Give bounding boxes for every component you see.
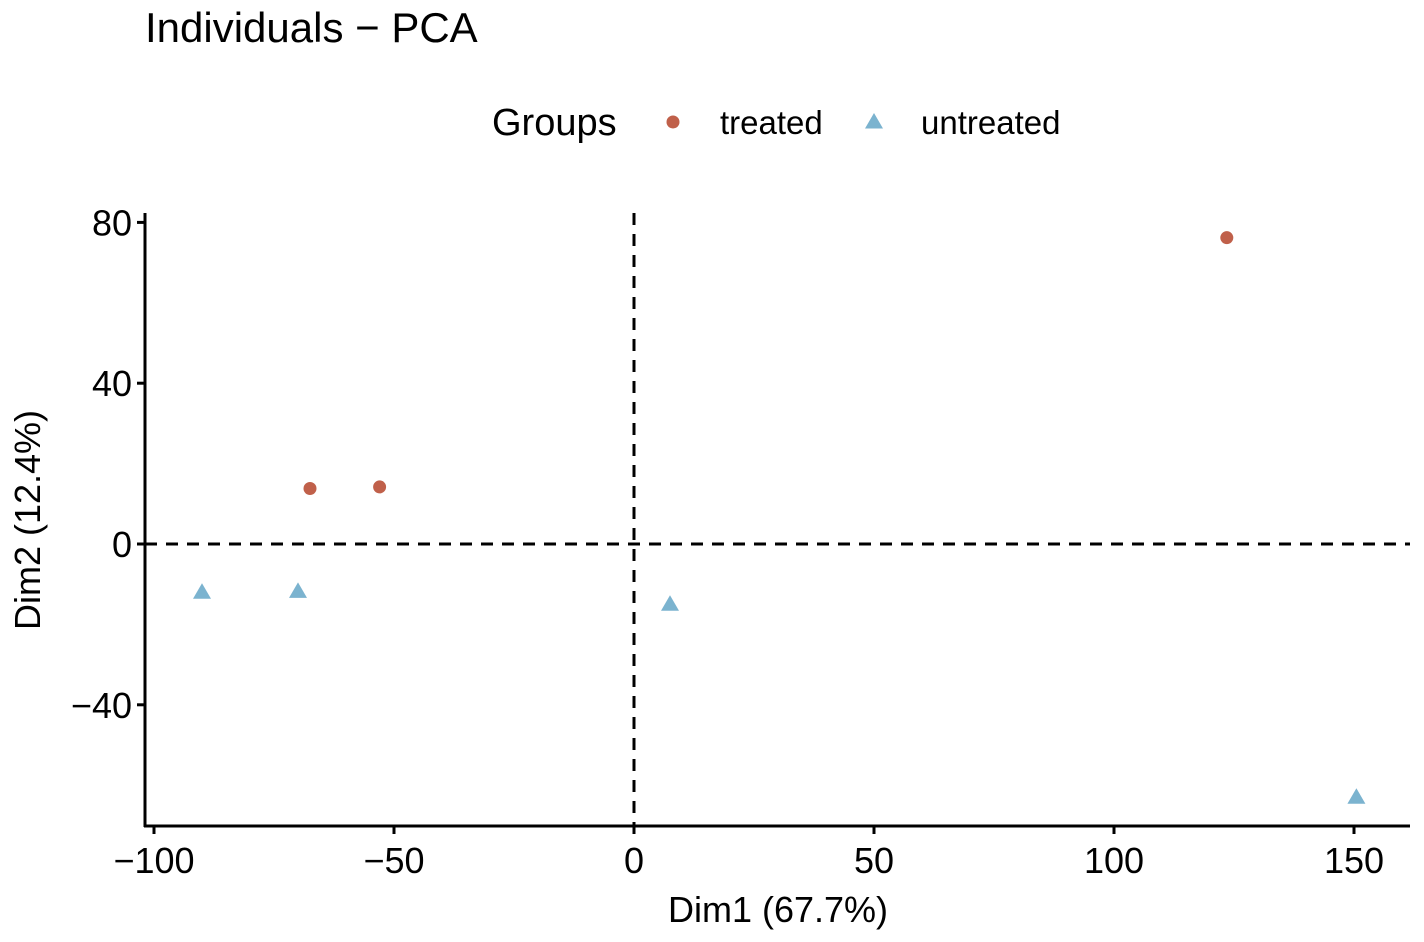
data-points (193, 231, 1366, 804)
legend-title: Groups (492, 102, 617, 144)
untreated-point (661, 595, 679, 611)
chart-title: Individuals − PCA (145, 4, 478, 51)
legend: Groups treated untreated (492, 102, 1060, 144)
x-tick-label: −100 (113, 840, 194, 881)
x-tick-label: 0 (624, 840, 644, 881)
reference-lines (145, 213, 1410, 826)
axes: −100 −50 0 50 100 150 −40 0 40 80 (71, 202, 1410, 881)
y-tick-label: 40 (92, 363, 132, 404)
x-tick-label: 50 (854, 840, 894, 881)
treated-point (1220, 231, 1234, 245)
untreated-point (193, 583, 211, 599)
untreated-point (289, 582, 307, 598)
untreated-point (1347, 788, 1366, 804)
y-axis-label: Dim2 (12.4%) (7, 410, 48, 630)
legend-label-treated: treated (720, 104, 823, 141)
legend-label-untreated: untreated (921, 104, 1060, 141)
treated-point (373, 480, 387, 494)
y-tick-label: 80 (92, 202, 132, 243)
treated-legend-marker (666, 115, 680, 129)
untreated-legend-marker (865, 113, 883, 129)
y-tick-label: 0 (112, 524, 132, 565)
treated-point (303, 482, 317, 496)
x-axis-label: Dim1 (67.7%) (668, 889, 888, 930)
y-tick-label: −40 (71, 685, 132, 726)
x-tick-label: 150 (1324, 840, 1384, 881)
x-tick-label: 100 (1084, 840, 1144, 881)
x-tick-label: −50 (363, 840, 424, 881)
